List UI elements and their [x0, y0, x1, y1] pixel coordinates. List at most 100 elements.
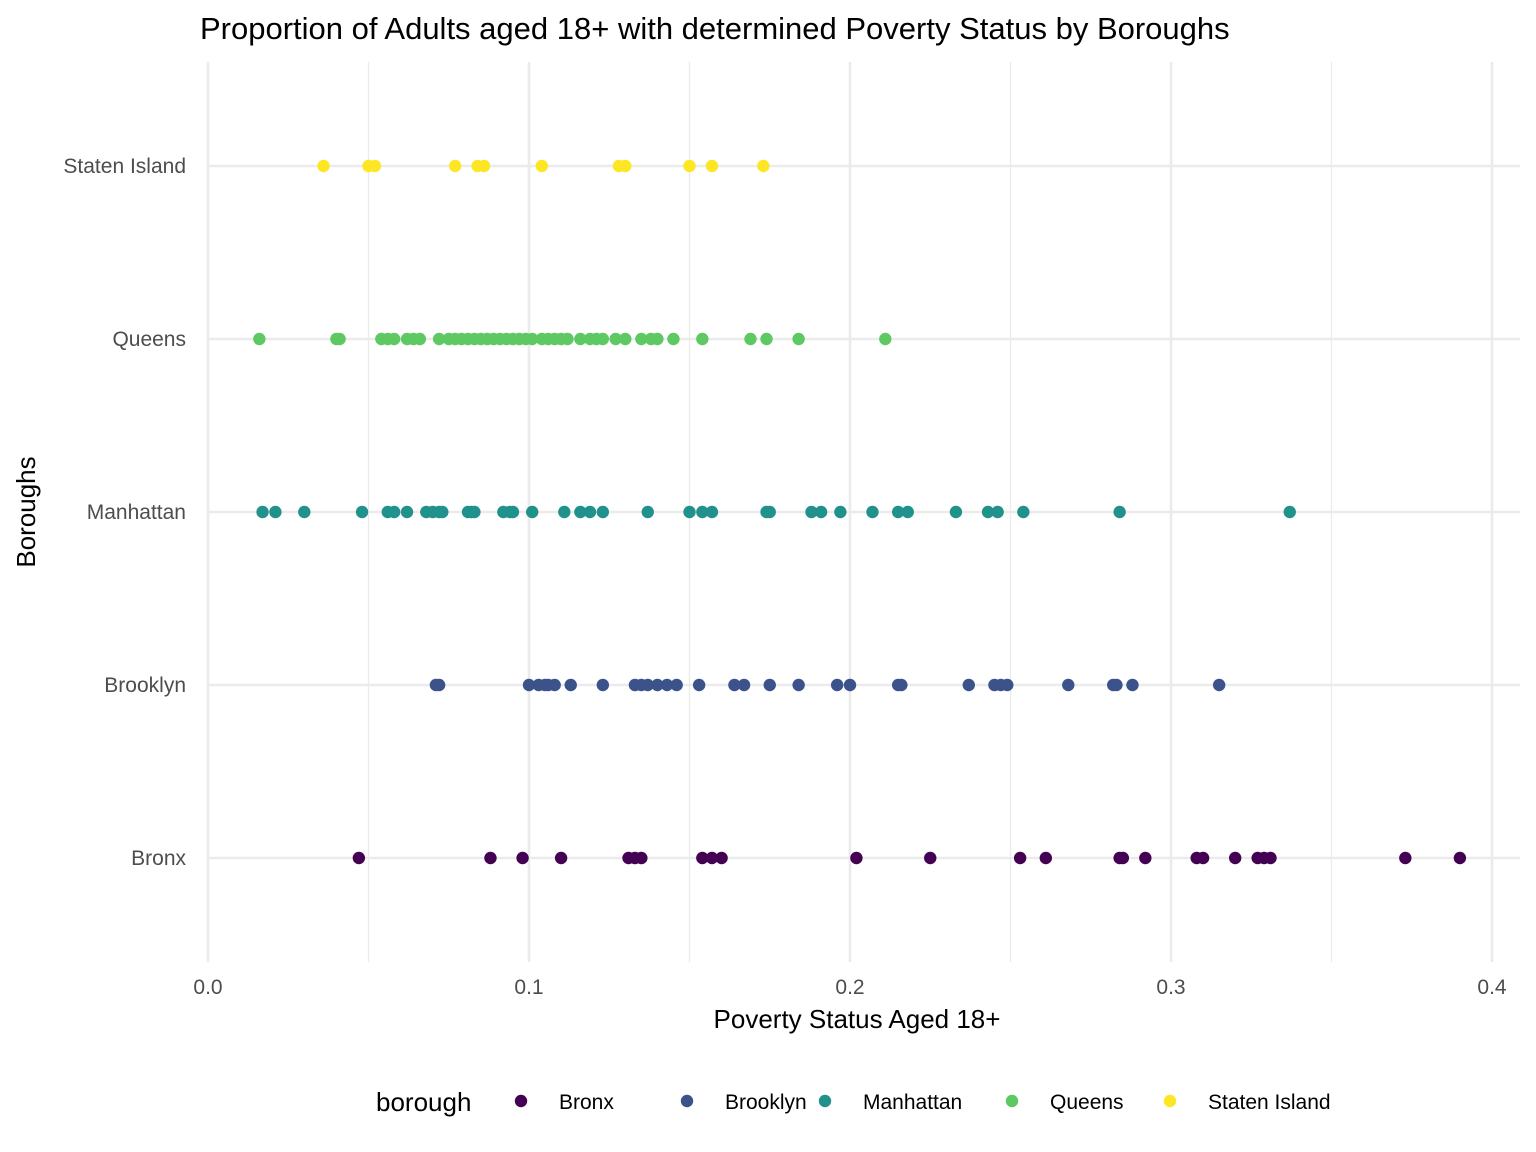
data-point	[554, 851, 568, 865]
data-point	[516, 851, 529, 865]
x-tick-label: 0.0	[193, 976, 222, 999]
data-point	[949, 505, 963, 519]
data-point	[253, 332, 266, 346]
legend-label: Staten Island	[1208, 1091, 1331, 1114]
data-point	[436, 505, 449, 519]
data-point	[991, 505, 1004, 519]
data-point	[635, 332, 648, 346]
legend-swatch	[1163, 1094, 1177, 1108]
data-point	[596, 678, 610, 692]
data-point	[1196, 851, 1210, 865]
data-point	[526, 505, 539, 519]
chart-title: Proportion of Adults aged 18+ with deter…	[200, 11, 1230, 46]
data-point	[879, 332, 892, 346]
legend-label: Manhattan	[863, 1091, 962, 1114]
legend-title: borough	[376, 1087, 471, 1117]
data-point	[1264, 851, 1277, 865]
data-point	[477, 159, 491, 173]
data-point	[692, 678, 706, 692]
y-tick-label: Manhattan	[87, 501, 186, 524]
y-axis-title: Boroughs	[11, 456, 41, 567]
data-point	[850, 851, 863, 865]
data-point	[763, 678, 776, 692]
data-point	[705, 851, 719, 865]
data-point	[596, 505, 610, 519]
y-tick-label: Staten Island	[63, 155, 186, 178]
legend-label: Queens	[1050, 1091, 1124, 1114]
data-point	[1013, 851, 1027, 865]
data-point	[574, 505, 587, 519]
legend-swatch	[818, 1094, 832, 1108]
data-point	[558, 505, 571, 519]
data-point	[962, 678, 975, 692]
data-point	[1453, 851, 1467, 865]
data-point	[468, 505, 481, 519]
data-point	[413, 332, 427, 346]
data-point	[269, 505, 282, 519]
data-point	[1283, 505, 1296, 519]
data-point	[895, 678, 908, 692]
data-point	[728, 678, 741, 692]
legend-label: Brooklyn	[725, 1091, 807, 1114]
data-point	[1001, 678, 1014, 692]
data-point	[1039, 851, 1053, 865]
data-point	[1113, 505, 1126, 519]
data-point	[609, 332, 622, 346]
x-tick-label: 0.3	[1156, 976, 1185, 999]
data-point	[696, 505, 709, 519]
data-point	[981, 505, 995, 519]
data-point	[333, 332, 346, 346]
data-point	[522, 678, 536, 692]
legend-swatch	[514, 1094, 528, 1108]
x-axis-title: Poverty Status Aged 18+	[714, 1004, 1001, 1034]
data-point	[737, 678, 751, 692]
data-point	[387, 505, 401, 519]
data-point	[352, 851, 366, 865]
legend-item: Bronx	[514, 1091, 614, 1114]
legend-swatch	[680, 1094, 694, 1108]
data-point	[901, 505, 914, 519]
data-point	[834, 505, 847, 519]
data-point	[651, 332, 664, 346]
data-point	[506, 505, 520, 519]
y-tick-label: Brooklyn	[104, 674, 186, 697]
data-point	[1126, 678, 1139, 692]
data-point	[484, 851, 497, 865]
data-point	[526, 332, 539, 346]
data-point	[1212, 678, 1226, 692]
data-point	[368, 159, 382, 173]
data-point	[641, 505, 654, 519]
data-point	[843, 678, 857, 692]
data-point	[830, 678, 844, 692]
ticks-layer: 0.0 0.1 0.2 0.3 0.4 Bronx Brooklyn Manhattan Que…	[63, 155, 1507, 999]
data-point	[564, 678, 577, 692]
data-point	[670, 678, 683, 692]
data-point	[763, 505, 776, 519]
data-point	[448, 159, 462, 173]
data-point	[574, 332, 587, 346]
data-point	[814, 505, 828, 519]
data-point	[891, 505, 905, 519]
x-tick-label: 0.1	[514, 976, 543, 999]
legend-item: Manhattan	[818, 1091, 962, 1114]
data-point	[256, 505, 269, 519]
legend-item: Brooklyn	[680, 1091, 807, 1114]
data-point	[1116, 851, 1130, 865]
data-point	[760, 332, 773, 346]
data-point	[705, 505, 719, 519]
x-tick-label: 0.2	[835, 976, 864, 999]
data-point	[696, 332, 709, 346]
data-point	[317, 159, 330, 173]
data-point	[715, 851, 728, 865]
data-point	[355, 505, 369, 519]
legend-item: Queens	[1005, 1091, 1124, 1114]
legend-item: Staten Island	[1163, 1091, 1331, 1114]
y-tick-label: Queens	[112, 328, 186, 351]
data-point	[400, 505, 414, 519]
data-point	[432, 332, 446, 346]
data-point	[696, 851, 709, 865]
data-point	[1139, 851, 1152, 865]
data-point	[683, 505, 696, 519]
